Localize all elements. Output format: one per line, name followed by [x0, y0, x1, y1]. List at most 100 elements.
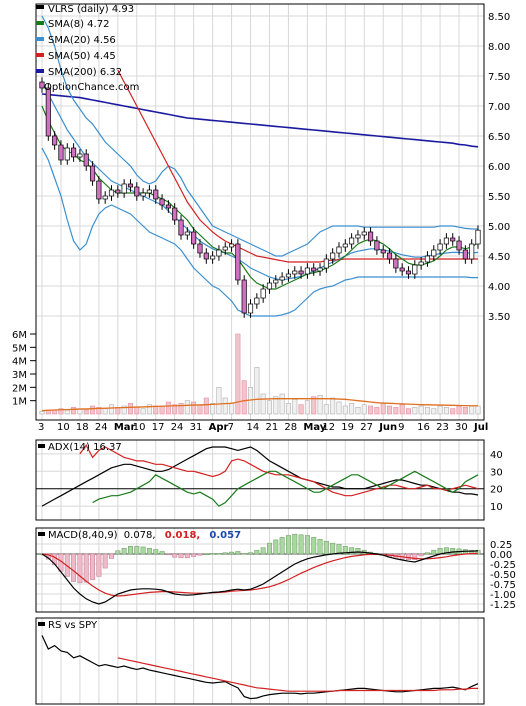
panel-frame-adx — [35, 439, 485, 521]
x-tick-label: 19 — [341, 422, 354, 433]
adx-tick-label: 40 — [490, 450, 503, 461]
volume-bar — [127, 403, 133, 415]
volume-bar — [456, 405, 462, 415]
sma8-line — [41, 105, 479, 290]
macd-histogram-bar — [267, 542, 272, 555]
volume-bar — [462, 407, 468, 415]
adx-line — [41, 446, 479, 507]
candle-body — [102, 195, 108, 200]
volume-bar — [399, 404, 405, 415]
x-tick-label: 17 — [152, 422, 165, 433]
macd-histogram-bar — [285, 535, 291, 555]
macd-swatch — [38, 532, 45, 536]
candle-body — [273, 279, 279, 284]
candle-body — [323, 258, 329, 269]
x-tick-label: 24 — [95, 422, 108, 433]
macd-histogram-bar — [77, 553, 83, 584]
candle-body — [475, 229, 481, 245]
price-tick-label: 5.50 — [488, 192, 510, 203]
macd-label: MACD(8,40,9) — [48, 530, 118, 541]
macd-histogram-bar — [292, 533, 298, 555]
volume-tick-label: 3M — [12, 370, 27, 381]
macd-histogram-bar — [273, 539, 279, 555]
volume-bar — [380, 403, 386, 415]
macd-histogram-bar — [210, 553, 216, 555]
volume-bar — [39, 411, 45, 415]
volume-bar — [241, 380, 247, 415]
volume-tick-label: 6M — [12, 330, 27, 341]
adx-swatch — [38, 444, 45, 448]
adx-tick-label: 20 — [490, 485, 503, 496]
candle-body — [134, 186, 140, 197]
candle-body — [191, 231, 197, 245]
candle-body — [115, 189, 121, 194]
rs-series — [41, 635, 479, 700]
macd-histogram-bar — [235, 551, 241, 555]
candle-body — [108, 189, 115, 197]
volume-bar — [450, 408, 456, 415]
price-tick-label: 6.50 — [488, 132, 510, 143]
candle-body — [399, 267, 405, 272]
candle-body — [222, 246, 228, 251]
candle-body — [197, 243, 203, 254]
price-tick-label: 5.00 — [488, 222, 510, 233]
volume-bar — [210, 403, 216, 415]
macd-histogram-bar — [298, 534, 304, 555]
macd-line — [41, 550, 479, 605]
price-tick-label: 8.00 — [488, 42, 510, 53]
candle-body — [311, 267, 317, 272]
volume-bar — [64, 409, 70, 415]
volume-bar — [298, 404, 304, 415]
volume-bar — [355, 407, 361, 415]
adx-tick-label: 30 — [490, 467, 503, 478]
legend-swatch-vlrs — [36, 5, 44, 9]
candle-body — [83, 153, 89, 167]
candle-body — [412, 264, 418, 275]
macd-signal-value: 0.018, — [165, 530, 200, 541]
macd-label-line: MACD(8,40,9) 0.078, 0.018, 0.057 — [48, 530, 241, 541]
x-tick-label: 12 — [322, 422, 335, 433]
candle-body — [450, 237, 456, 242]
volume-bar — [90, 405, 96, 415]
macd-tick-label: 0.25 — [490, 540, 512, 551]
macd-histogram-bar — [83, 553, 89, 583]
candle-body — [266, 282, 273, 290]
x-tick-label: 10 — [133, 422, 146, 433]
legend-swatch-sma20 — [36, 37, 44, 41]
volume-bar — [437, 405, 443, 415]
x-tick-label: 24 — [171, 422, 184, 433]
candle-body — [64, 147, 70, 161]
candle-body — [165, 204, 171, 209]
volume-bar — [235, 333, 241, 415]
rs-average-line — [117, 657, 478, 692]
volume-bar — [197, 404, 203, 415]
price-legend: VLRS (daily) 4.93 SMA(8) 4.72 SMA(20) 4.… — [36, 4, 139, 93]
macd-histogram-bar — [475, 549, 481, 555]
candle-body — [52, 135, 58, 146]
candle-body — [203, 252, 209, 260]
macd-histogram-bar — [203, 553, 209, 556]
candle-body — [96, 180, 102, 200]
candle-body — [424, 255, 431, 263]
macd-histogram-bar — [229, 551, 235, 555]
x-tick-label: 18 — [76, 422, 89, 433]
candle-body — [121, 183, 127, 194]
volume-bar — [165, 401, 171, 415]
macd-histogram-bar — [191, 553, 197, 557]
candle-body — [443, 237, 449, 245]
volume-bar — [412, 407, 418, 415]
volume-bar — [368, 405, 374, 415]
legend-sma50: SMA(50) 4.45 — [48, 51, 116, 62]
x-tick-label: Jun — [378, 422, 397, 433]
volume-bar — [260, 393, 266, 415]
rs-swatch — [38, 622, 45, 626]
volume-bar — [254, 367, 260, 415]
volume-bar — [475, 405, 481, 415]
legend-sma20: SMA(20) 4.56 — [48, 35, 116, 46]
macd-histogram-bar — [146, 547, 152, 555]
volume-bar — [336, 401, 342, 415]
macd-histogram-bar — [153, 549, 159, 555]
x-tick-label: 7 — [228, 422, 234, 433]
candle-body — [254, 297, 260, 305]
